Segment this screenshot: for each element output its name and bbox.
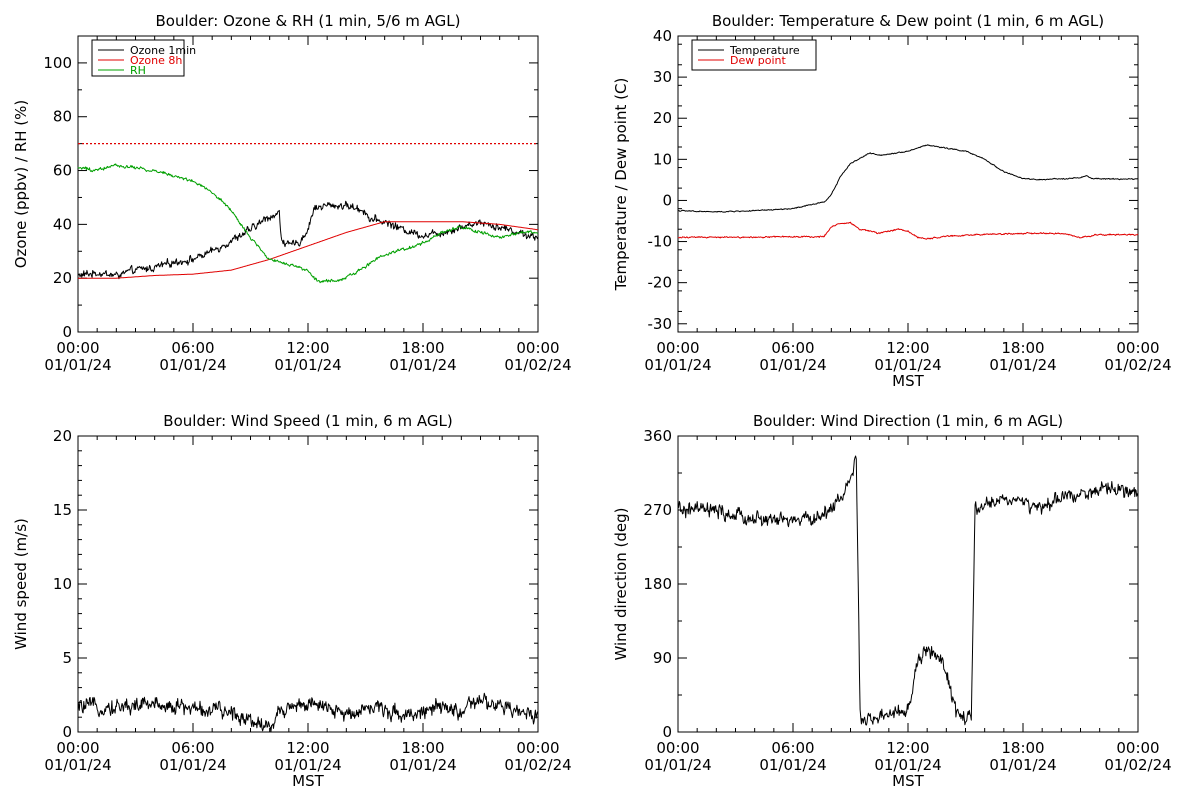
legend-label: Dew point — [730, 54, 786, 67]
y-tick-label: 0 — [62, 723, 72, 741]
x-tick-label-date: 01/02/24 — [1104, 756, 1171, 774]
x-tick-label-date: 01/01/24 — [759, 756, 826, 774]
x-tick-label-time: 06:00 — [171, 739, 214, 757]
x-tick-label-time: 18:00 — [401, 739, 444, 757]
x-tick-label-time: 00:00 — [1116, 339, 1159, 357]
y-tick-label: 20 — [53, 427, 72, 445]
x-tick-label-date: 01/01/24 — [644, 356, 711, 374]
y-tick-label: 40 — [653, 27, 672, 45]
legend-label: Ozone 1min — [130, 44, 196, 57]
series-line — [677, 221, 1139, 240]
x-tick-label-date: 01/01/24 — [274, 756, 341, 774]
x-tick-label-date: 01/01/24 — [989, 356, 1056, 374]
x-tick-label-date: 01/01/24 — [389, 356, 456, 374]
x-tick-label-date: 01/01/24 — [44, 756, 111, 774]
x-axis-label: MST — [292, 772, 324, 790]
x-tick-label-time: 12:00 — [286, 339, 329, 357]
y-tick-label: 30 — [653, 68, 672, 86]
y-tick-label: 20 — [53, 269, 72, 287]
x-axis-label: MST — [892, 772, 924, 790]
series-line — [78, 221, 538, 279]
x-tick-label-time: 06:00 — [171, 339, 214, 357]
x-tick-label-time: 00:00 — [656, 739, 699, 757]
y-tick-label: 80 — [53, 108, 72, 126]
series-line — [77, 692, 539, 733]
series-line — [77, 163, 539, 284]
y-tick-label: -30 — [648, 315, 673, 333]
chart-title: Boulder: Wind Direction (1 min, 6 m AGL) — [753, 412, 1063, 430]
series-line — [677, 455, 1139, 726]
chart-title: Boulder: Temperature & Dew point (1 min,… — [712, 12, 1104, 30]
x-tick-label-date: 01/01/24 — [874, 356, 941, 374]
y-axis-label: Wind direction (deg) — [612, 508, 630, 661]
x-tick-label-time: 18:00 — [1001, 739, 1044, 757]
y-tick-label: 100 — [43, 54, 72, 72]
legend-label: RH — [130, 64, 146, 77]
x-tick-label-date: 01/02/24 — [1104, 356, 1171, 374]
y-axis-label: Ozone (ppbv) / RH (%) — [12, 100, 30, 269]
x-tick-label-date: 01/01/24 — [644, 756, 711, 774]
x-tick-label-date: 01/01/24 — [389, 756, 456, 774]
x-tick-label-time: 00:00 — [656, 339, 699, 357]
x-tick-label-date: 01/02/24 — [504, 756, 571, 774]
x-axis-label: MST — [892, 372, 924, 390]
x-tick-label-time: 12:00 — [886, 339, 929, 357]
legend-label: Temperature — [729, 44, 800, 57]
x-tick-label-time: 12:00 — [286, 739, 329, 757]
x-tick-label-time: 00:00 — [56, 339, 99, 357]
x-tick-label-time: 00:00 — [1116, 739, 1159, 757]
y-tick-label: 180 — [643, 575, 672, 593]
x-tick-label-time: 00:00 — [56, 739, 99, 757]
y-tick-label: 15 — [53, 501, 72, 519]
y-tick-label: -20 — [648, 274, 673, 292]
x-tick-label-date: 01/01/24 — [44, 356, 111, 374]
x-tick-label-date: 01/02/24 — [504, 356, 571, 374]
y-tick-label: 0 — [662, 723, 672, 741]
y-tick-label: 10 — [53, 575, 72, 593]
y-tick-label: 5 — [62, 649, 72, 667]
x-tick-label-time: 12:00 — [886, 739, 929, 757]
y-tick-label: -10 — [648, 233, 673, 251]
series-line — [677, 144, 1139, 213]
y-tick-label: 10 — [653, 150, 672, 168]
x-tick-label-time: 06:00 — [771, 339, 814, 357]
x-tick-label-date: 01/01/24 — [989, 756, 1056, 774]
x-tick-label-time: 06:00 — [771, 739, 814, 757]
y-axis-label: Temperature / Dew point (C) — [612, 78, 630, 292]
legend-label: Ozone 8h — [130, 54, 182, 67]
x-tick-label-date: 01/01/24 — [159, 356, 226, 374]
x-tick-label-date: 01/01/24 — [874, 756, 941, 774]
y-tick-label: 40 — [53, 215, 72, 233]
y-tick-label: 0 — [62, 323, 72, 341]
x-tick-label-time: 18:00 — [401, 339, 444, 357]
y-tick-label: 90 — [653, 649, 672, 667]
x-tick-label-time: 18:00 — [1001, 339, 1044, 357]
x-tick-label-time: 00:00 — [516, 739, 559, 757]
y-axis-label: Wind speed (m/s) — [12, 518, 30, 650]
legend-box — [691, 39, 817, 71]
y-tick-label: 360 — [643, 427, 672, 445]
legend-box — [91, 39, 185, 77]
y-tick-label: 20 — [653, 109, 672, 127]
chart-title: Boulder: Wind Speed (1 min, 6 m AGL) — [163, 412, 452, 430]
x-tick-label-date: 01/01/24 — [274, 356, 341, 374]
chart-title: Boulder: Ozone & RH (1 min, 5/6 m AGL) — [155, 12, 460, 30]
x-tick-label-time: 00:00 — [516, 339, 559, 357]
y-tick-label: 270 — [643, 501, 672, 519]
y-tick-label: 0 — [662, 191, 672, 209]
y-tick-label: 60 — [53, 162, 72, 180]
x-tick-label-date: 01/01/24 — [159, 756, 226, 774]
x-tick-label-date: 01/01/24 — [759, 356, 826, 374]
